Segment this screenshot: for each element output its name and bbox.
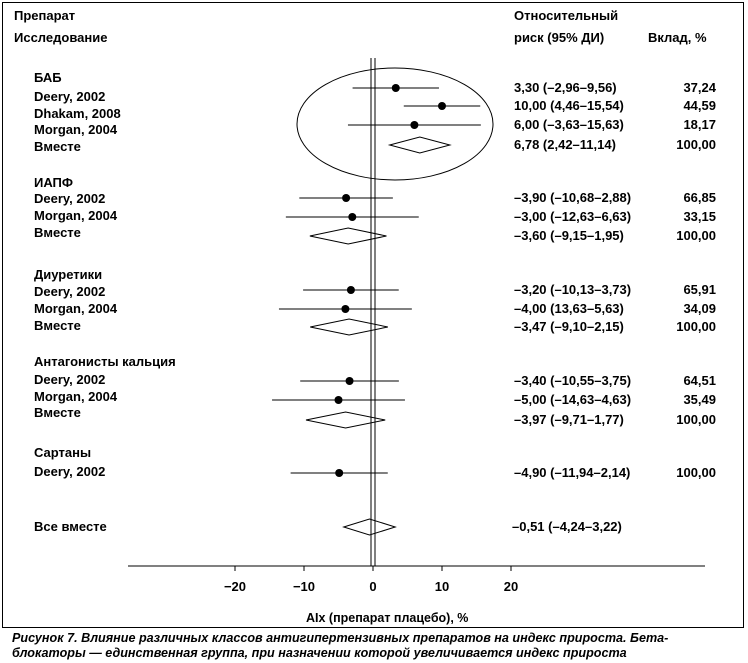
pooled-label: Вместе (34, 225, 81, 240)
pooled-weight-value: 100,00 (676, 137, 716, 152)
study-label: Deery, 2002 (34, 372, 106, 387)
study-label: Deery, 2002 (34, 284, 106, 299)
weight-value: 44,59 (683, 98, 716, 113)
study-label: Deery, 2002 (34, 464, 106, 479)
point-estimate (342, 194, 351, 202)
x-tick-label: 0 (369, 579, 376, 594)
figure-frame (2, 2, 744, 628)
point-estimate (391, 84, 400, 92)
weight-value: 35,49 (683, 392, 716, 407)
ci-value: 3,30 (–2,96–9,56) (514, 80, 617, 95)
pooled-label: Вместе (34, 139, 81, 154)
weight-value: 66,85 (683, 190, 716, 205)
x-axis-label: AIx (препарат плацебо), % (306, 611, 469, 625)
study-label: Deery, 2002 (34, 191, 106, 206)
weight-value: 37,24 (683, 80, 716, 95)
study-label: Morgan, 2004 (34, 122, 118, 137)
pooled-weight-value: 100,00 (676, 412, 716, 427)
study-label: Morgan, 2004 (34, 208, 118, 223)
pooled-diamond (387, 136, 452, 154)
point-estimate (335, 469, 344, 477)
study-label: Deery, 2002 (34, 89, 106, 104)
overall-label: Все вместе (34, 519, 107, 534)
group-title: Сартаны (34, 445, 92, 460)
pooled-diamond (305, 411, 386, 429)
study-label: Morgan, 2004 (34, 389, 118, 404)
x-tick-label: −10 (293, 579, 315, 594)
pooled-ci-value: –3,47 (–9,10–2,15) (514, 319, 624, 334)
ci-value: –3,40 (–10,55–3,75) (514, 373, 632, 388)
point-estimate (438, 102, 446, 110)
ci-value: –5,00 (–14,63–4,63) (514, 392, 632, 407)
ci-value: –3,20 (–10,13–3,73) (514, 282, 632, 297)
header-study: Исследование (14, 30, 108, 45)
group-title: БАБ (34, 70, 62, 85)
point-estimate (334, 396, 343, 404)
ci-value: –4,00 (13,63–5,63) (514, 301, 624, 316)
figure-caption: Рисунок 7. Влияние различных классов ант… (12, 631, 669, 660)
ci-value: –3,90 (–10,68–2,88) (514, 190, 632, 205)
weight-value: 100,00 (676, 465, 716, 480)
pooled-ci-value: 6,78 (2,42–11,14) (514, 137, 616, 152)
header-weight: Вклад, % (648, 30, 707, 45)
ci-value: 10,00 (4,46–15,54) (514, 98, 624, 113)
pooled-label: Вместе (34, 318, 81, 333)
pooled-ci-value: –3,97 (–9,71–1,77) (514, 412, 624, 427)
pooled-ci-value: –3,60 (–9,15–1,95) (514, 228, 624, 243)
point-estimate (345, 377, 354, 385)
point-estimate (348, 213, 357, 221)
weight-value: 33,15 (683, 209, 716, 224)
pooled-label: Вместе (34, 405, 81, 420)
weight-value: 18,17 (683, 117, 716, 132)
weight-value: 65,91 (683, 282, 716, 297)
pooled-diamond (309, 227, 387, 245)
ci-value: –4,90 (–11,94–2,14) (514, 465, 631, 480)
ci-value: –3,00 (–12,63–6,63) (514, 209, 632, 224)
point-estimate (410, 121, 419, 129)
header-risk-ci: риск (95% ДИ) (514, 30, 605, 45)
overall-diamond (342, 518, 397, 536)
x-tick-label: −20 (224, 579, 246, 594)
bab-highlight-ellipse (296, 67, 494, 181)
ci-value: 6,00 (–3,63–15,63) (514, 117, 624, 132)
group-title: ИАПФ (34, 175, 73, 190)
pooled-weight-value: 100,00 (676, 319, 716, 334)
header-relative: Относительный (514, 8, 619, 23)
study-label: Dhakam, 2008 (34, 106, 121, 121)
pooled-weight-value: 100,00 (676, 228, 716, 243)
point-estimate (341, 305, 350, 313)
study-label: Morgan, 2004 (34, 301, 118, 316)
overall-ci-value: –0,51 (–4,24–3,22) (512, 519, 622, 534)
x-tick-label: 10 (435, 579, 449, 594)
weight-value: 64,51 (683, 373, 716, 388)
weight-value: 34,09 (683, 301, 716, 316)
pooled-diamond (310, 318, 388, 336)
x-tick-label: 20 (504, 579, 518, 594)
header-drug: Препарат (14, 8, 76, 23)
group-title: Диуретики (34, 267, 103, 282)
point-estimate (346, 286, 355, 294)
group-title: Антагонисты кальция (34, 354, 176, 369)
